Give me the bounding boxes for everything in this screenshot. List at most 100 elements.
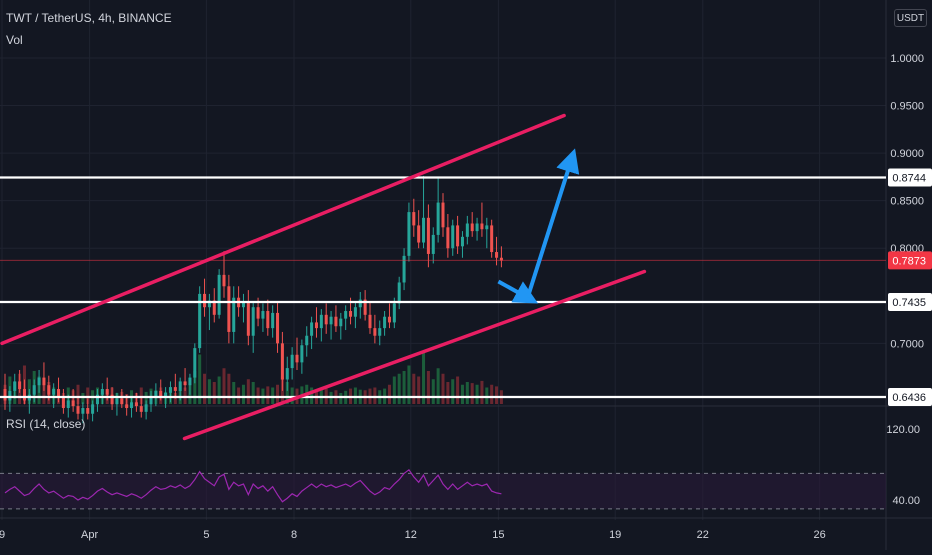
channel-line-upper — [0, 113, 566, 346]
time-tick-label: 9 — [0, 529, 5, 541]
candle-body — [490, 225, 494, 253]
price-tick-label: 0.7000 — [890, 338, 924, 350]
candle-body — [95, 394, 99, 405]
candle-body — [334, 316, 338, 327]
candle-body — [276, 312, 280, 344]
volume-bar — [339, 393, 343, 404]
level-price-tag — [888, 292, 932, 311]
channel-line-lower — [182, 269, 647, 441]
volume-bar — [271, 387, 275, 404]
candle-body — [125, 404, 129, 409]
price-tick-label: 1.0000 — [890, 53, 924, 65]
candle-body — [339, 318, 343, 327]
candle-body — [446, 227, 450, 249]
candle-body — [285, 368, 289, 380]
rsi-series-line — [4, 468, 502, 503]
time-tick-label: Apr — [81, 529, 98, 541]
volume-bar — [412, 373, 416, 404]
volume-legend[interactable]: Vol — [6, 33, 23, 47]
volume-bar — [490, 384, 494, 404]
volume-bar — [251, 382, 255, 404]
candle-body — [173, 387, 177, 391]
candle-body — [222, 274, 226, 287]
candle-body — [246, 301, 250, 336]
price-axis[interactable]: 1.00000.95000.90000.85000.80000.70000.87… — [886, 53, 932, 507]
candle-body — [256, 307, 260, 319]
candle-body — [363, 299, 367, 315]
candle-body — [86, 408, 90, 414]
volume-bar — [237, 387, 241, 404]
volume-bar — [203, 373, 207, 404]
candle-body — [295, 354, 299, 363]
volume-bar — [290, 387, 294, 404]
candle-body — [164, 392, 168, 397]
candle-body — [139, 406, 143, 412]
candle-body — [81, 408, 85, 414]
candle-body — [499, 257, 503, 261]
volume-bar — [460, 384, 464, 404]
volume-bar — [387, 384, 391, 404]
candle-body — [212, 300, 216, 315]
time-tick-label: 5 — [203, 529, 209, 541]
candle-body — [203, 293, 207, 308]
candle-body — [300, 345, 304, 363]
volume-bar — [276, 384, 280, 404]
volume-bar — [397, 373, 401, 404]
time-axis[interactable]: 9 Apr 5 8 12 15 19 22 26 — [0, 529, 826, 541]
candle-body — [42, 377, 46, 386]
candle-body — [130, 402, 134, 409]
candle-body — [495, 252, 499, 258]
volume-bar — [81, 393, 85, 404]
candle-body — [217, 274, 221, 315]
volume-bar — [76, 384, 80, 404]
candle-body — [392, 303, 396, 323]
rsi-legend[interactable]: RSI (14, close) — [6, 417, 86, 431]
candle-body — [159, 390, 163, 397]
candle-body — [436, 202, 440, 235]
candle-body — [251, 307, 255, 336]
volume-bar — [319, 387, 323, 404]
candle-body — [426, 217, 430, 254]
candle-body — [378, 328, 382, 336]
volume-bar — [426, 371, 430, 404]
candle-body — [100, 389, 104, 395]
candle-body — [37, 377, 41, 386]
candle-body — [32, 385, 36, 395]
volume-bar — [198, 354, 202, 404]
trend-channel — [0, 113, 647, 441]
volume-bar — [266, 386, 270, 404]
volume-bar — [246, 379, 250, 404]
candle-body — [47, 385, 51, 395]
volume-bar — [441, 373, 445, 404]
candle-body — [22, 389, 26, 401]
volume-bar — [373, 387, 377, 404]
candle-body — [431, 234, 435, 254]
candle-body — [441, 202, 445, 228]
candle-body — [71, 400, 75, 407]
candle-body — [368, 314, 372, 329]
candle-body — [422, 217, 426, 243]
candle-body — [475, 223, 479, 232]
candle-body — [397, 282, 401, 304]
volume-bar — [392, 376, 396, 404]
volume-bar — [183, 387, 187, 404]
projection-arrows — [497, 148, 580, 304]
volume-bar — [241, 384, 245, 404]
candle-body — [8, 390, 12, 401]
currency-selector[interactable]: USDT — [894, 9, 927, 27]
candle-body — [207, 300, 211, 308]
time-tick-label: 12 — [405, 529, 417, 541]
candle-body — [261, 311, 265, 319]
symbol-legend[interactable]: TWT / TetherUS, 4h, BINANCE — [6, 11, 172, 25]
candle-body — [280, 343, 284, 380]
candle-body — [178, 381, 182, 391]
volume-bar — [451, 379, 455, 404]
rsi-line — [4, 468, 502, 503]
candle-body — [470, 223, 474, 232]
volume-bar — [465, 382, 469, 404]
volume-bar — [207, 379, 211, 404]
volume-bar — [227, 373, 231, 404]
volume-bar — [217, 376, 221, 404]
time-tick-label: 15 — [492, 529, 504, 541]
